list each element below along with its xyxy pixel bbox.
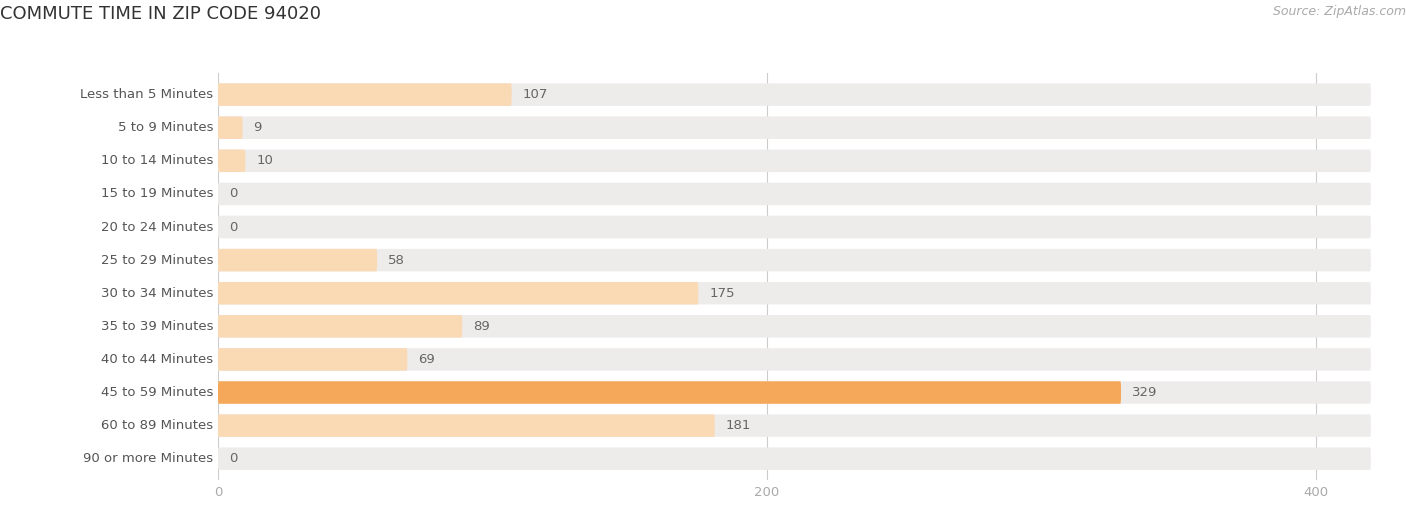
Text: 10: 10 — [256, 155, 273, 168]
FancyBboxPatch shape — [218, 414, 714, 437]
FancyBboxPatch shape — [218, 84, 1371, 106]
Text: 0: 0 — [229, 220, 238, 233]
Text: 0: 0 — [229, 452, 238, 465]
FancyBboxPatch shape — [218, 249, 377, 271]
Text: 69: 69 — [419, 353, 434, 366]
Text: 20 to 24 Minutes: 20 to 24 Minutes — [101, 220, 214, 233]
Text: 107: 107 — [523, 88, 548, 101]
Text: 329: 329 — [1132, 386, 1157, 399]
FancyBboxPatch shape — [218, 84, 512, 106]
Text: 58: 58 — [388, 254, 405, 267]
Text: 5 to 9 Minutes: 5 to 9 Minutes — [118, 121, 214, 134]
Text: Source: ZipAtlas.com: Source: ZipAtlas.com — [1272, 5, 1406, 18]
Text: COMMUTE TIME IN ZIP CODE 94020: COMMUTE TIME IN ZIP CODE 94020 — [0, 5, 321, 23]
Text: 89: 89 — [474, 320, 489, 333]
Text: Less than 5 Minutes: Less than 5 Minutes — [80, 88, 214, 101]
FancyBboxPatch shape — [218, 348, 408, 371]
Text: 175: 175 — [709, 287, 735, 300]
Text: 0: 0 — [229, 187, 238, 200]
FancyBboxPatch shape — [218, 315, 463, 338]
FancyBboxPatch shape — [218, 414, 1371, 437]
Text: 15 to 19 Minutes: 15 to 19 Minutes — [101, 187, 214, 200]
FancyBboxPatch shape — [218, 447, 1371, 470]
FancyBboxPatch shape — [218, 249, 1371, 271]
FancyBboxPatch shape — [218, 149, 1371, 172]
FancyBboxPatch shape — [218, 149, 246, 172]
FancyBboxPatch shape — [218, 116, 243, 139]
Text: 60 to 89 Minutes: 60 to 89 Minutes — [101, 419, 214, 432]
Text: 181: 181 — [725, 419, 751, 432]
FancyBboxPatch shape — [218, 381, 1371, 404]
Text: 35 to 39 Minutes: 35 to 39 Minutes — [101, 320, 214, 333]
FancyBboxPatch shape — [218, 381, 1121, 404]
FancyBboxPatch shape — [218, 216, 1371, 238]
Text: 40 to 44 Minutes: 40 to 44 Minutes — [101, 353, 214, 366]
FancyBboxPatch shape — [218, 116, 1371, 139]
FancyBboxPatch shape — [218, 348, 1371, 371]
FancyBboxPatch shape — [218, 282, 699, 304]
Text: 10 to 14 Minutes: 10 to 14 Minutes — [101, 155, 214, 168]
Text: 25 to 29 Minutes: 25 to 29 Minutes — [101, 254, 214, 267]
Text: 9: 9 — [253, 121, 262, 134]
FancyBboxPatch shape — [218, 315, 1371, 338]
FancyBboxPatch shape — [218, 183, 1371, 205]
FancyBboxPatch shape — [218, 282, 1371, 304]
Text: 45 to 59 Minutes: 45 to 59 Minutes — [101, 386, 214, 399]
Text: 90 or more Minutes: 90 or more Minutes — [83, 452, 214, 465]
Text: 30 to 34 Minutes: 30 to 34 Minutes — [101, 287, 214, 300]
